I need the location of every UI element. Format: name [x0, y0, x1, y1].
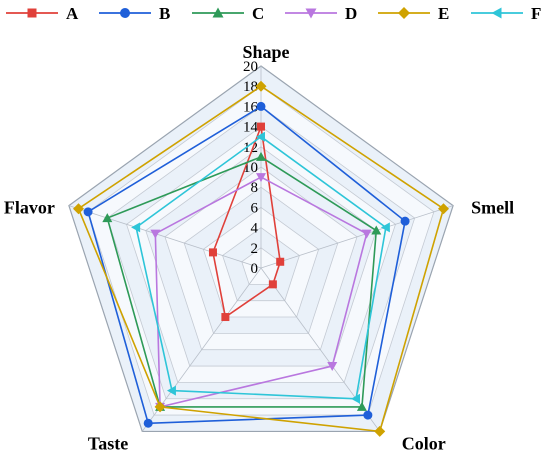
legend-label: B	[159, 4, 170, 23]
legend-label: E	[438, 4, 449, 23]
tick-label: 8	[251, 180, 259, 196]
data-point	[102, 213, 113, 223]
data-point	[400, 216, 410, 226]
data-point	[72, 203, 84, 215]
tick-label: 4	[251, 221, 259, 237]
series-f	[131, 131, 390, 404]
axis-spoke	[68, 205, 262, 269]
series-line	[135, 135, 387, 400]
data-point	[361, 229, 372, 239]
axis-label-taste: Taste	[88, 433, 128, 453]
data-point	[268, 280, 277, 289]
legend-item-f: F	[471, 4, 541, 23]
series-e	[72, 80, 450, 437]
data-point	[356, 401, 367, 411]
legend-item-d: D	[285, 4, 357, 23]
series-line	[106, 156, 378, 408]
series-layer	[72, 80, 450, 437]
data-point	[350, 393, 360, 404]
tick-label: 2	[251, 241, 259, 257]
data-point	[143, 418, 153, 428]
data-point	[150, 229, 161, 239]
data-point	[27, 8, 37, 18]
data-point	[371, 225, 382, 235]
data-point	[327, 362, 338, 372]
series-line	[87, 105, 406, 425]
tick-label: 20	[243, 59, 258, 75]
tick-label: 0	[251, 261, 259, 277]
series-line	[212, 123, 282, 319]
data-point	[256, 151, 266, 161]
axis-labels: Shape Smell Color Taste Flavor	[4, 42, 514, 453]
data-point	[120, 8, 130, 18]
data-point	[363, 410, 373, 420]
data-point	[491, 7, 502, 19]
axis-label-color: Color	[402, 433, 446, 453]
legend-label: F	[531, 4, 541, 23]
legend-item-a: A	[6, 4, 79, 23]
legend: A B C D E F	[6, 4, 541, 23]
legend-item-b: B	[99, 4, 170, 23]
tick-label: 14	[243, 120, 259, 136]
data-point	[256, 101, 266, 111]
data-point	[276, 257, 285, 266]
data-point	[380, 222, 390, 233]
data-point	[221, 313, 230, 322]
data-point	[212, 7, 224, 18]
series-line	[154, 176, 368, 408]
legend-label: C	[252, 4, 264, 23]
series-a	[208, 122, 285, 322]
legend-label: A	[66, 4, 79, 23]
axis-label-shape: Shape	[242, 42, 289, 62]
axis-spoke	[260, 267, 381, 432]
tick-label: 16	[243, 99, 259, 115]
data-point	[256, 173, 266, 183]
axis-spoke	[260, 205, 454, 269]
data-point	[438, 203, 450, 215]
series-line	[77, 85, 445, 433]
legend-item-c: C	[192, 4, 264, 23]
data-point	[166, 385, 176, 396]
data-point	[257, 122, 265, 131]
legend-item-e: E	[378, 4, 449, 23]
axis-label-smell: Smell	[471, 198, 514, 218]
data-point	[398, 7, 410, 19]
legend-label: D	[345, 4, 357, 23]
data-point	[154, 401, 166, 413]
tick-label: 6	[251, 200, 259, 216]
data-point	[255, 80, 267, 92]
axis-label-flavor: Flavor	[4, 198, 55, 218]
series-b	[83, 101, 410, 428]
radar-grid	[68, 65, 454, 433]
data-point	[131, 222, 141, 233]
data-point	[208, 248, 217, 257]
data-point	[256, 131, 265, 142]
data-point	[83, 207, 93, 217]
data-point	[374, 425, 386, 437]
series-c	[102, 151, 382, 411]
data-point	[305, 8, 317, 19]
